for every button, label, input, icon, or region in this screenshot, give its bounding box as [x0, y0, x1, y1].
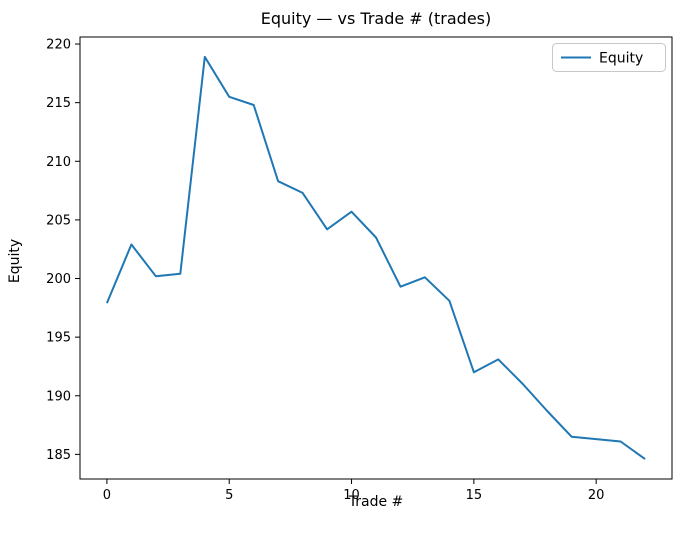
y-tick-label: 200	[46, 272, 71, 287]
x-tick-label: 0	[103, 488, 111, 503]
y-tick-label: 190	[46, 389, 71, 404]
legend-label: Equity	[599, 51, 643, 67]
legend-box	[552, 43, 666, 72]
y-tick-label: 205	[46, 213, 71, 228]
y-tick-label: 215	[46, 96, 71, 111]
x-tick-label: 5	[225, 488, 233, 503]
x-tick-label: 15	[466, 488, 483, 503]
y-tick-label: 220	[46, 38, 71, 53]
x-tick-label: 10	[343, 488, 360, 503]
y-tick-label: 185	[46, 448, 71, 463]
x-axis-label: Trade #	[348, 494, 404, 510]
y-tick-label: 210	[46, 155, 71, 170]
equity-line	[105, 55, 646, 460]
y-tick-label: 195	[46, 331, 71, 346]
x-tick-label: 20	[588, 488, 605, 503]
plot-border	[79, 36, 673, 480]
chart-title: Equity — vs Trade # (trades)	[260, 9, 492, 28]
